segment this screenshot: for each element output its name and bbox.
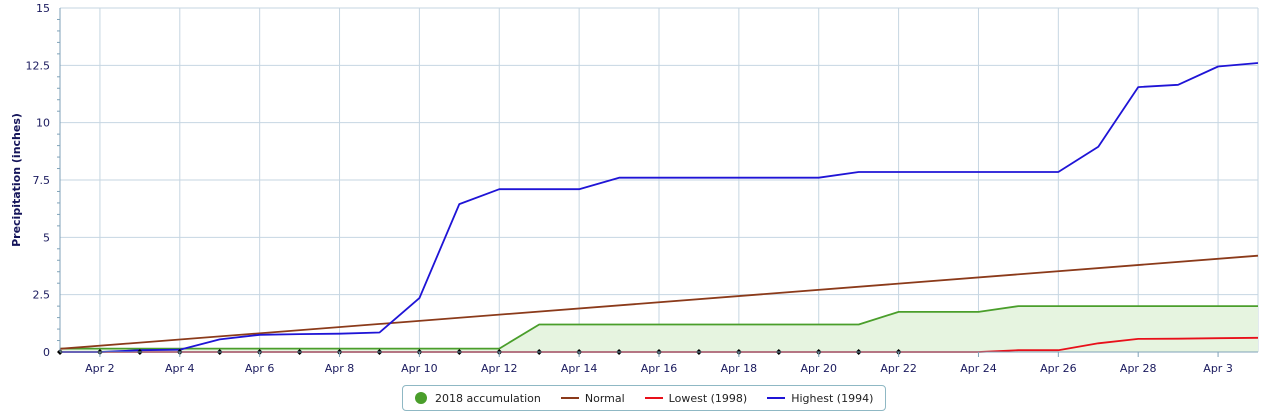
- x-tick-label: Apr 20: [800, 362, 837, 375]
- x-tick-label: Apr 28: [1120, 362, 1157, 375]
- x-tick-label: Apr 22: [880, 362, 917, 375]
- series-line-1: [59, 254, 1259, 350]
- x-tick-label: Apr 14: [561, 362, 598, 375]
- y-tick-label: 2.5: [33, 289, 51, 302]
- x-tick-label: Apr 2: [85, 362, 115, 375]
- area-layer: [60, 306, 1258, 352]
- legend-item-normal[interactable]: Normal: [560, 391, 625, 405]
- series-line-3: [60, 62, 1259, 353]
- axes: Apr 2 Apr 4 Apr 6 Apr 8 Apr 10 Apr 12 Apr 14 Ap…: [26, 2, 1258, 375]
- x-tick-label: Apr 16: [641, 362, 678, 375]
- legend-highest-icon: [767, 397, 786, 399]
- y-tick-label: 0: [43, 346, 50, 359]
- x-tick-label: Apr 10: [401, 362, 438, 375]
- y-tick-label: 15: [36, 2, 50, 15]
- legend-label: Lowest (1998): [668, 391, 748, 405]
- x-tick-label: Apr 24: [960, 362, 997, 375]
- legend-item-highest[interactable]: Highest (1994): [767, 392, 873, 405]
- accumulation-area-fill: [60, 306, 1258, 352]
- x-tick-label: Apr 6: [245, 362, 275, 375]
- x-tick-label: Apr 4: [165, 362, 195, 375]
- chart-legend: 2018 accumulation Normal Lowest (1998) H…: [402, 385, 887, 411]
- x-tick-label: Apr 18: [721, 362, 758, 375]
- grid-lines: [60, 7, 1259, 353]
- legend-accumulation-icon: [415, 392, 427, 404]
- legend-label: Normal: [584, 391, 625, 405]
- y-tick-label: 10: [36, 117, 50, 130]
- series-line-0: [60, 305, 1258, 350]
- legend-item-accumulation[interactable]: 2018 accumulation: [415, 392, 541, 405]
- legend-label: Highest (1994): [791, 391, 874, 405]
- y-tick-label: 7.5: [33, 174, 51, 187]
- y-axis-title: Precipitation (inches): [10, 113, 23, 247]
- x-tick-label: Apr 12: [481, 362, 518, 375]
- y-tick-label: 12.5: [26, 59, 51, 72]
- x-tick-label: Apr 8: [325, 362, 355, 375]
- legend-lowest-icon: [644, 397, 663, 399]
- legend-normal-icon: [560, 397, 579, 399]
- legend-label: 2018 accumulation: [435, 391, 541, 405]
- legend-item-lowest[interactable]: Lowest (1998): [644, 391, 748, 405]
- y-tick-label: 5: [43, 231, 50, 244]
- x-tick-label: Apr 3: [1203, 362, 1233, 375]
- x-tick-label: Apr 26: [1040, 362, 1077, 375]
